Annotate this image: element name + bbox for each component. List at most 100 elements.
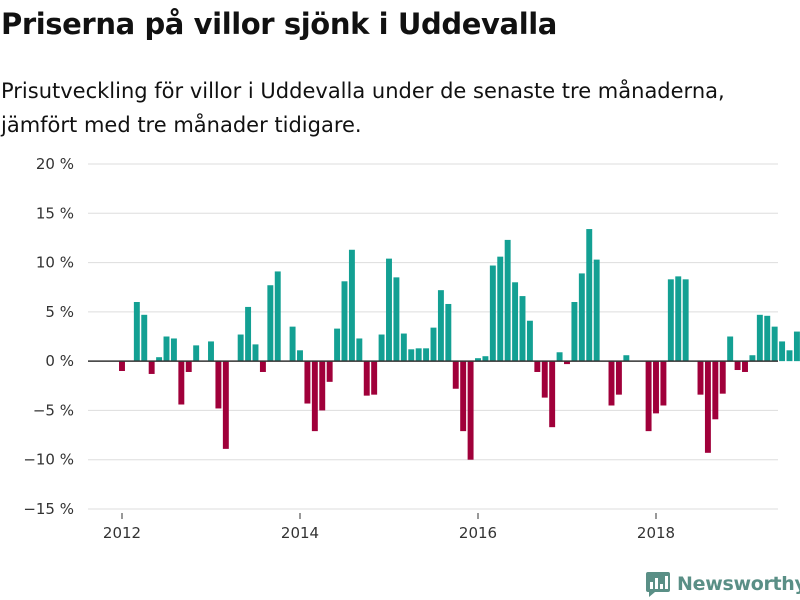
- bar: [764, 315, 771, 362]
- bar: [756, 314, 763, 362]
- bar: [326, 361, 333, 382]
- bar: [727, 336, 734, 362]
- bar: [623, 355, 630, 362]
- bar: [608, 361, 615, 406]
- bar: [185, 361, 192, 372]
- bar: [222, 361, 229, 449]
- chart-subtitle: Prisutveckling för villor i Uddevalla un…: [1, 79, 725, 137]
- brand-name: Newsworthy: [677, 573, 800, 595]
- y-tick-label: 20 %: [36, 155, 74, 173]
- bar: [645, 361, 652, 432]
- bar: [156, 357, 163, 362]
- y-tick-label: −15 %: [23, 500, 74, 518]
- x-tick-label: 2014: [281, 524, 319, 542]
- brand-logo: Newsworthy: [645, 568, 800, 600]
- y-tick-label: 10 %: [36, 254, 74, 272]
- bar: [779, 341, 786, 362]
- bar: [593, 259, 600, 362]
- bar: [193, 345, 200, 362]
- bars: [119, 229, 800, 460]
- bar: [371, 361, 378, 395]
- bar: [141, 314, 148, 362]
- y-axis-labels: −15 % −10 % −5 % 0 % 5 % 10 % 15 % 20 %: [23, 155, 74, 518]
- bar: [437, 290, 444, 362]
- bar: [482, 356, 489, 362]
- bar: [712, 361, 719, 420]
- bar: [208, 341, 214, 362]
- bar: [311, 361, 318, 432]
- bar: [497, 256, 504, 362]
- bar: [653, 361, 659, 414]
- bar: [237, 334, 244, 362]
- x-tick-label: 2012: [103, 524, 141, 542]
- bar: [119, 361, 125, 371]
- bar: [252, 344, 259, 362]
- bar: [734, 361, 741, 371]
- bar: [675, 276, 682, 362]
- bar: [667, 279, 674, 362]
- y-tick-label: 15 %: [36, 204, 74, 222]
- bar: [356, 338, 363, 362]
- bar: [489, 265, 496, 362]
- bar: [793, 331, 800, 362]
- bar: [178, 361, 185, 405]
- bar: [297, 350, 303, 362]
- bar: [534, 361, 541, 372]
- bar: [549, 361, 556, 428]
- bar: [541, 361, 548, 398]
- bar: [445, 303, 452, 362]
- x-axis: 20122014201620182020202220242026: [103, 513, 675, 542]
- bar: [704, 361, 711, 453]
- bar: [682, 279, 689, 362]
- bar: [771, 326, 778, 362]
- y-tick-label: 5 %: [45, 303, 74, 321]
- bar: [245, 306, 252, 362]
- bar: [348, 249, 355, 362]
- bar: [660, 361, 667, 406]
- bar: [259, 361, 266, 372]
- bar: [430, 327, 437, 362]
- bar: [460, 361, 467, 432]
- bar: [334, 328, 341, 362]
- bar: [571, 302, 578, 362]
- bar: [267, 285, 274, 362]
- bar: [289, 326, 296, 362]
- bar: [749, 355, 756, 362]
- y-tick-label: −5 %: [33, 401, 74, 419]
- bar: [304, 361, 311, 404]
- bar: [400, 333, 407, 362]
- bar: [363, 361, 370, 396]
- bar: [393, 277, 400, 362]
- bar: [170, 338, 177, 362]
- bar: [586, 229, 593, 362]
- bar: [615, 361, 622, 395]
- bar: [556, 352, 563, 362]
- bar: [452, 361, 459, 389]
- bar: [564, 361, 570, 365]
- bar: [274, 271, 281, 362]
- chart-title: Priserna på villor sjönk i Uddevalla: [1, 7, 557, 41]
- bar: [341, 281, 348, 362]
- bar: [512, 282, 519, 362]
- grid-lines: [88, 163, 778, 510]
- bar: [504, 239, 511, 362]
- bar: [467, 361, 474, 460]
- bar: [578, 273, 585, 362]
- bar-chart: −15 % −10 % −5 % 0 % 5 % 10 % 15 % 20 % 2012 201…: [23, 155, 800, 542]
- bar: [786, 350, 793, 362]
- bar: [697, 361, 704, 395]
- bar: [415, 348, 422, 362]
- bar: [719, 361, 726, 394]
- bar: [148, 361, 155, 374]
- bar: [133, 302, 140, 362]
- bar: [519, 296, 526, 362]
- bar: [378, 334, 385, 362]
- bar: [215, 361, 222, 409]
- y-tick-label: −10 %: [23, 451, 74, 469]
- y-tick-label: 0 %: [45, 352, 74, 370]
- bar: [742, 361, 748, 372]
- bar: [475, 358, 481, 362]
- bar: [423, 348, 430, 362]
- bar: [408, 349, 415, 362]
- bar: [526, 320, 533, 362]
